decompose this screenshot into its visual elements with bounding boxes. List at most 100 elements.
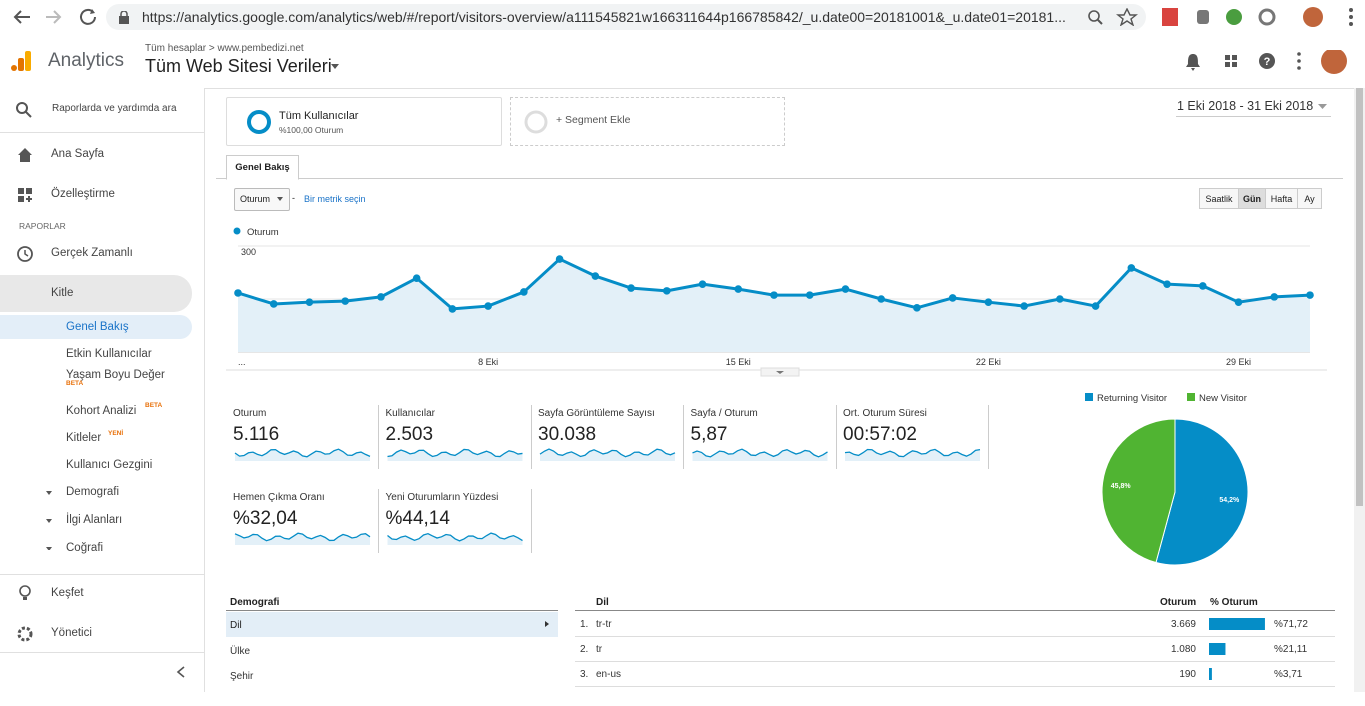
- scrollbar[interactable]: [1354, 88, 1365, 692]
- table-title: Demografi: [230, 597, 280, 608]
- nav-subitem[interactable]: Demografi: [66, 486, 120, 498]
- metric-value: 00:57:02: [843, 424, 917, 445]
- pct-bar: [1209, 668, 1212, 680]
- active-section-bg: [0, 275, 192, 312]
- metric-card: Sayfa / Oturum 5,87: [684, 405, 837, 469]
- metric-dropdown[interactable]: Oturum: [234, 188, 290, 211]
- row-name[interactable]: en-us: [596, 669, 622, 680]
- metric-label: Yeni Oturumların Yüzdesi: [385, 492, 499, 503]
- point: [341, 297, 350, 305]
- tab-line: [216, 178, 1343, 179]
- nav-subitem[interactable]: İlgi Alanları: [66, 514, 123, 526]
- date-range[interactable]: 1 Eki 2018 - 31 Eki 2018: [1176, 99, 1331, 117]
- segment-card[interactable]: Tüm Kullanıcılar %100,00 Oturum: [226, 97, 502, 146]
- nav-item[interactable]: Özelleştirme: [51, 188, 115, 200]
- x-tick-label: 15 Eki: [726, 357, 751, 367]
- metric-value: 5.116: [233, 424, 280, 445]
- header-icons: ?: [1186, 50, 1347, 74]
- nav-item[interactable]: Kitle: [51, 287, 74, 299]
- demographic-item[interactable]: Şehir: [230, 671, 254, 682]
- metric-card: Ort. Oturum Süresi 00:57:02: [836, 405, 989, 469]
- address-bar[interactable]: https://analytics.google.com/analytics/w…: [106, 4, 1146, 30]
- point: [591, 272, 600, 280]
- row-sessions: 1.080: [1170, 644, 1196, 655]
- line: [237, 257, 1311, 311]
- segment-ring: [524, 110, 548, 134]
- breadcrumb-property[interactable]: www.pembedizi.net: [217, 43, 304, 54]
- point: [913, 304, 921, 312]
- metric-card: Sayfa Görüntüleme Sayısı 30.038: [531, 405, 684, 469]
- row-arrow: [545, 621, 549, 627]
- point: [1234, 298, 1243, 306]
- product-name: Analytics: [48, 50, 125, 71]
- point: [663, 287, 671, 295]
- scroll-thumb[interactable]: [1356, 88, 1363, 506]
- granularity-button[interactable]: Gün: [1238, 188, 1266, 209]
- nav-subitem[interactable]: Kullanıcı Gezgini: [66, 459, 153, 471]
- breadcrumb[interactable]: Tüm hesaplar > www.pembedizi.net: [145, 43, 304, 54]
- demographic-item[interactable]: Dil: [230, 620, 242, 631]
- search-placeholder: Raporlarda ve yardımda ara: [52, 103, 177, 114]
- metric-value: 2.503: [385, 424, 434, 445]
- metric-value: 30.038: [538, 424, 597, 445]
- svg-text:?: ?: [1264, 56, 1271, 68]
- divider: [0, 574, 204, 575]
- row-name[interactable]: tr-tr: [596, 619, 612, 630]
- selected-row[interactable]: [226, 612, 558, 637]
- metric-label: Sayfa / Oturum: [690, 408, 758, 419]
- segment-share: %100,00 Oturum: [279, 125, 344, 135]
- nav-subitem[interactable]: Kohort Analizi: [66, 405, 137, 417]
- dropdown-arrow: [277, 197, 283, 201]
- nav-subitem[interactable]: Etkin Kullanıcılar: [66, 348, 152, 360]
- collapse-button[interactable]: [176, 666, 186, 678]
- row-rank: 3.: [580, 669, 589, 680]
- point: [1056, 295, 1064, 303]
- point: [627, 284, 635, 292]
- tab[interactable]: Genel Bakış: [226, 155, 299, 180]
- nav-subitem[interactable]: Kitleler: [66, 432, 102, 444]
- y-tick-label: 300: [241, 247, 256, 257]
- nav-item[interactable]: Ana Sayfa: [51, 148, 105, 160]
- legend-label: Returning Visitor: [1097, 393, 1167, 404]
- nav-item[interactable]: Yönetici: [51, 627, 92, 639]
- extensions: [1162, 7, 1353, 27]
- point: [1163, 280, 1171, 288]
- metric-label: Sayfa Görüntüleme Sayısı: [538, 408, 655, 419]
- section-label: RAPORLAR: [19, 221, 66, 231]
- nav-item[interactable]: Keşfet: [51, 587, 84, 599]
- logo: [11, 51, 31, 71]
- metric-card: Yeni Oturumların Yüzdesi %44,14: [379, 489, 532, 553]
- x-tick-label: 22 Eki: [976, 357, 1001, 367]
- point: [1127, 264, 1136, 272]
- nav-item[interactable]: Gerçek Zamanlı: [51, 247, 133, 259]
- lock-icon: [119, 11, 129, 24]
- x-tick-label: 8 Eki: [478, 357, 498, 367]
- granularity-button[interactable]: Saatlik: [1199, 188, 1239, 209]
- legend-label: Oturum: [247, 227, 279, 238]
- nav-subitem[interactable]: Genel Bakış: [66, 321, 129, 333]
- granularity-button[interactable]: Ay: [1297, 188, 1322, 209]
- point: [1306, 291, 1314, 299]
- demographic-item[interactable]: Ülke: [230, 646, 251, 657]
- point: [305, 298, 314, 306]
- point: [412, 274, 421, 282]
- table-rule: [575, 610, 1335, 611]
- row-rule: [575, 661, 1335, 662]
- y-tick-label: 150: [241, 300, 256, 310]
- granularity-button[interactable]: Hafta: [1265, 188, 1298, 209]
- add-segment[interactable]: + Segment Ekle: [510, 97, 785, 146]
- row-pct: %3,71: [1274, 669, 1303, 680]
- add-segment-label: + Segment Ekle: [556, 114, 631, 126]
- point: [520, 288, 528, 296]
- metric-card: Hemen Çıkma Oranı %32,04: [226, 489, 379, 553]
- row-name[interactable]: tr: [596, 644, 603, 655]
- nav-subitem[interactable]: Yaşam Boyu Değer: [66, 369, 165, 381]
- pct-bar: [1209, 618, 1265, 630]
- view-selector[interactable]: Tüm Web Sitesi Verileri: [145, 56, 332, 76]
- nav-subitem[interactable]: Coğrafi: [66, 542, 104, 554]
- collapse-handle: [760, 367, 800, 377]
- breadcrumb-root[interactable]: Tüm hesaplar: [145, 43, 207, 54]
- search-area[interactable]: Raporlarda ve yardımda ara: [0, 88, 204, 133]
- divider: [0, 652, 204, 653]
- metric-link[interactable]: Bir metrik seçin: [304, 194, 366, 204]
